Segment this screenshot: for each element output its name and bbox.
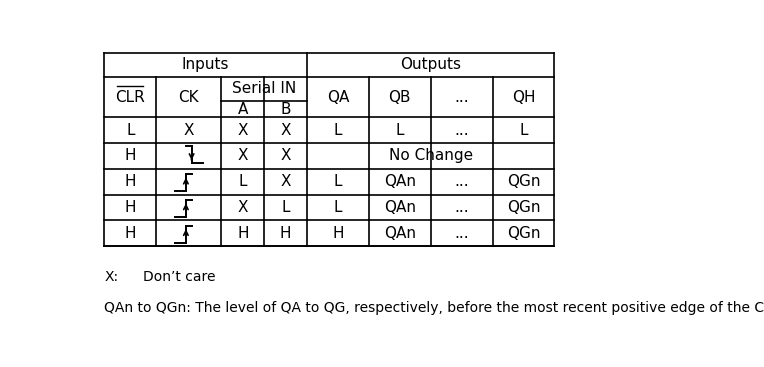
- Text: QAn: QAn: [384, 200, 416, 215]
- Text: X: X: [183, 123, 194, 138]
- Text: L: L: [238, 174, 247, 189]
- Text: L: L: [334, 174, 342, 189]
- Text: QAn: QAn: [384, 226, 416, 241]
- Text: H: H: [332, 226, 344, 241]
- Text: Outputs: Outputs: [400, 57, 461, 72]
- Text: B: B: [280, 102, 291, 117]
- Text: QGn: QGn: [507, 226, 540, 241]
- Text: QH: QH: [512, 90, 536, 105]
- Text: H: H: [125, 226, 136, 241]
- Text: ...: ...: [455, 123, 469, 138]
- Text: L: L: [126, 123, 134, 138]
- Text: X: X: [280, 123, 291, 138]
- Text: QGn: QGn: [507, 200, 540, 215]
- Text: X: X: [280, 174, 291, 189]
- Text: H: H: [125, 174, 136, 189]
- Text: QB: QB: [388, 90, 411, 105]
- Text: X: X: [280, 149, 291, 163]
- Text: ...: ...: [455, 226, 469, 241]
- Text: CK: CK: [179, 90, 199, 105]
- Text: H: H: [125, 149, 136, 163]
- Text: L: L: [396, 123, 404, 138]
- Text: ...: ...: [455, 174, 469, 189]
- Text: CLR: CLR: [115, 90, 145, 105]
- Text: QA: QA: [327, 90, 349, 105]
- Text: L: L: [334, 200, 342, 215]
- Text: Inputs: Inputs: [182, 57, 229, 72]
- Text: X: X: [238, 123, 248, 138]
- Text: ...: ...: [455, 90, 469, 105]
- Text: A: A: [238, 102, 248, 117]
- Text: X: X: [238, 149, 248, 163]
- Text: H: H: [280, 226, 291, 241]
- Text: H: H: [237, 226, 248, 241]
- Text: No Change: No Change: [389, 149, 473, 163]
- Text: L: L: [520, 123, 528, 138]
- Text: L: L: [334, 123, 342, 138]
- Text: QAn to QGn: The level of QA to QG, respectively, before the most recent positive: QAn to QGn: The level of QA to QG, respe…: [105, 301, 764, 315]
- Text: ...: ...: [455, 200, 469, 215]
- Text: X:: X:: [105, 270, 118, 284]
- Text: QGn: QGn: [507, 174, 540, 189]
- Text: L: L: [281, 200, 290, 215]
- Text: Serial IN: Serial IN: [232, 81, 296, 96]
- Text: QAn: QAn: [384, 174, 416, 189]
- Text: Don’t care: Don’t care: [143, 270, 215, 284]
- Text: X: X: [238, 200, 248, 215]
- Text: H: H: [125, 200, 136, 215]
